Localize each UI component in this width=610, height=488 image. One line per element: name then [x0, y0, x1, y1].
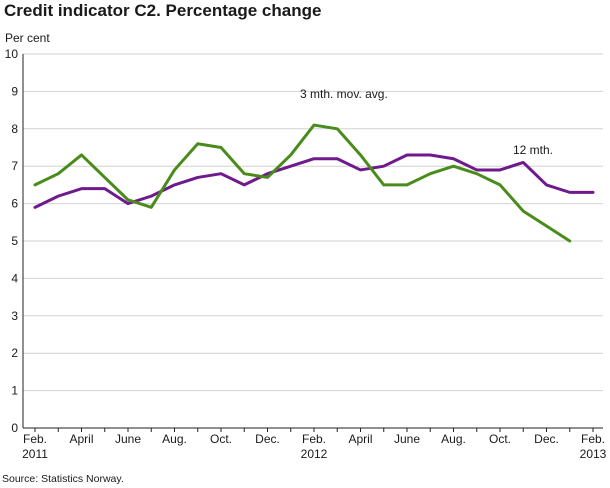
annotations: 3 mth. mov. avg. 12 mth.: [300, 87, 553, 157]
y-tick-label-7: 7: [11, 159, 18, 173]
y-tick-label-1: 1: [11, 384, 18, 398]
x-tick-year-label: 2013: [580, 447, 607, 461]
y-tick-label-6: 6: [11, 197, 18, 211]
y-tick-label-3: 3: [11, 309, 18, 323]
x-tick-label: Feb.: [581, 432, 605, 446]
x-tick-label: Oct.: [210, 432, 232, 446]
chart-title: Credit indicator C2. Percentage change: [4, 1, 322, 20]
gridlines: [23, 53, 603, 392]
x-tick-label: April: [69, 432, 93, 446]
x-tick-label: April: [348, 432, 372, 446]
x-tick-label: Dec.: [255, 432, 280, 446]
x-tick-label: Dec.: [534, 432, 559, 446]
x-tick-label: June: [115, 432, 141, 446]
series-line-3-mth-mov-avg: [33, 123, 572, 243]
y-tick-label-2: 2: [11, 346, 18, 360]
x-tick-year-label: 2011: [22, 447, 48, 461]
series-annotation: 12 mth.: [513, 143, 553, 157]
x-tick-label: June: [394, 432, 420, 446]
y-axis-label: Per cent: [5, 31, 50, 45]
y-tick-label-5: 5: [11, 234, 18, 248]
series-annotation: 3 mth. mov. avg.: [300, 87, 388, 101]
y-tick-label-9: 9: [11, 84, 18, 98]
x-tick-label: Oct.: [489, 432, 511, 446]
axes: [22, 54, 603, 432]
y-tick-label-0: 0: [11, 421, 18, 435]
x-tick-label: Feb.: [302, 432, 326, 446]
y-tick-label-10: 10: [5, 47, 19, 61]
series-group: [33, 123, 595, 243]
x-tick-year-label: 2012: [301, 447, 328, 461]
source-note: Source: Statistics Norway.: [2, 473, 124, 485]
y-tick-label-4: 4: [11, 271, 18, 285]
x-tick-label: Aug.: [441, 432, 466, 446]
x-tick-label: Feb.: [23, 432, 47, 446]
series-line-12-mth: [33, 153, 595, 209]
y-tick-label-8: 8: [11, 122, 18, 136]
x-tick-label: Aug.: [162, 432, 187, 446]
